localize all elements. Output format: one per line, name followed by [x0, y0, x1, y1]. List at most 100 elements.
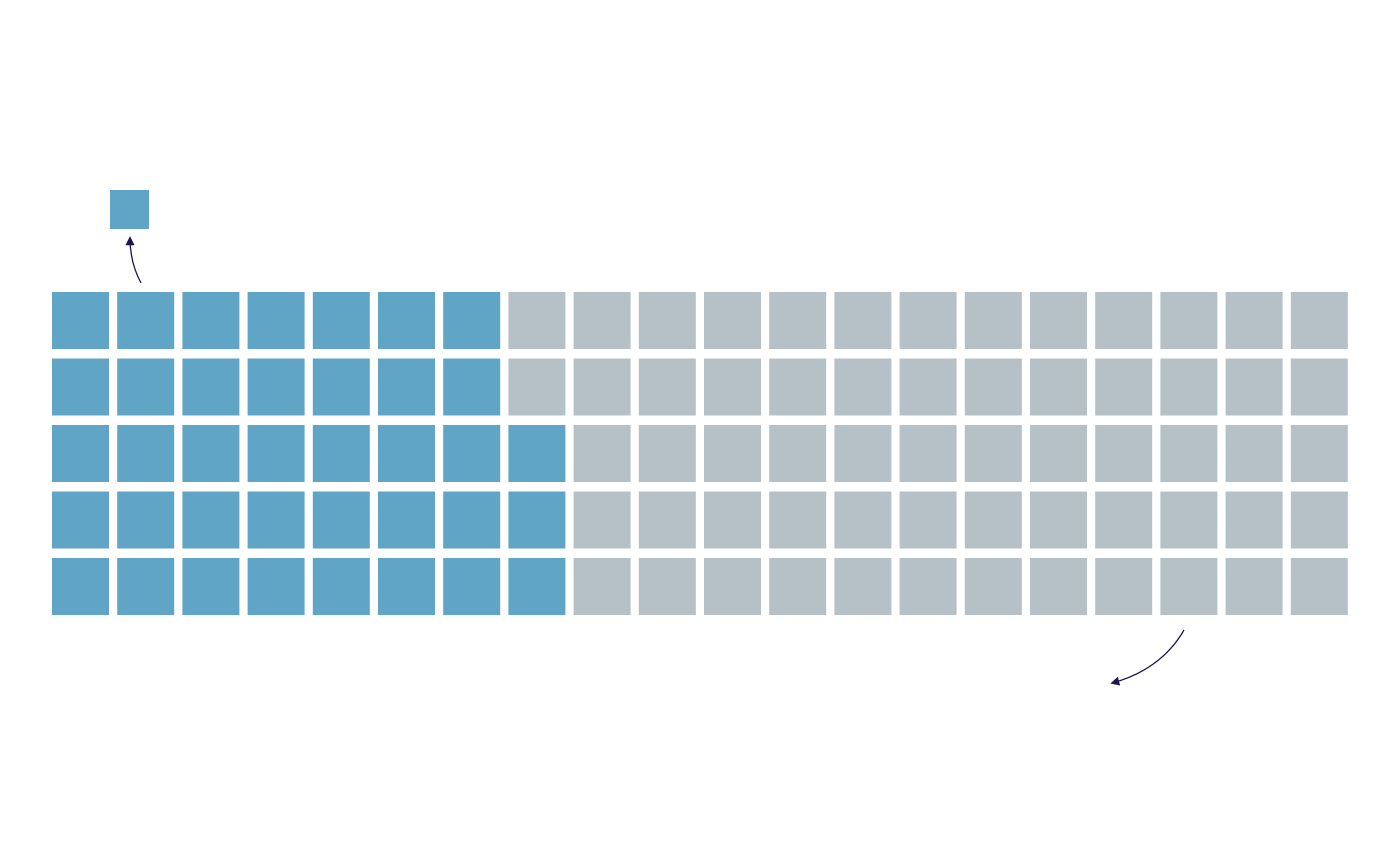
waffle-unit-highlighted [443, 292, 501, 349]
waffle-unit-highlighted [117, 491, 175, 549]
waffle-unit [508, 292, 566, 349]
waffle-unit-highlighted [378, 491, 435, 549]
waffle-grid [52, 292, 1348, 615]
waffle-unit-highlighted [312, 292, 370, 349]
waffle-unit-highlighted [247, 491, 305, 549]
waffle-unit-highlighted [117, 558, 175, 615]
waffle-unit [1160, 292, 1218, 349]
waffle-unit [1225, 292, 1283, 349]
waffle-unit-highlighted [182, 491, 240, 549]
waffle-unit [899, 558, 957, 615]
waffle-unit [964, 358, 1022, 416]
waffle-unit [769, 358, 827, 416]
waffle-unit-highlighted [247, 292, 305, 349]
waffle-unit [1095, 491, 1153, 549]
waffle-unit [704, 292, 761, 349]
waffle-unit [1225, 358, 1283, 416]
waffle-unit-highlighted [508, 491, 566, 549]
waffle-unit [1290, 292, 1348, 349]
waffle-unit [573, 292, 631, 349]
waffle-unit [964, 425, 1022, 482]
waffle-unit [1160, 358, 1218, 416]
waffle-unit-highlighted [52, 558, 109, 615]
waffle-unit [1030, 292, 1087, 349]
waffle-unit [769, 425, 827, 482]
waffle-unit-highlighted [378, 358, 435, 416]
waffle-unit [769, 292, 827, 349]
waffle-unit-highlighted [312, 558, 370, 615]
waffle-unit [1095, 358, 1153, 416]
waffle-unit [769, 558, 827, 615]
waffle-unit [704, 358, 761, 416]
waffle-unit [834, 358, 892, 416]
waffle-unit-highlighted [182, 558, 240, 615]
waffle-unit-highlighted [117, 292, 175, 349]
waffle-unit [1030, 358, 1087, 416]
waffle-unit-highlighted [508, 558, 566, 615]
waffle-unit [573, 358, 631, 416]
waffle-unit-highlighted [247, 425, 305, 482]
waffle-unit [1030, 425, 1087, 482]
waffle-unit-highlighted [312, 425, 370, 482]
waffle-unit [1225, 491, 1283, 549]
waffle-unit [1225, 425, 1283, 482]
waffle-unit-highlighted [312, 491, 370, 549]
waffle-unit [964, 491, 1022, 549]
waffle-unit [638, 358, 696, 416]
waffle-unit [1290, 425, 1348, 482]
waffle-unit-highlighted [378, 292, 435, 349]
waffle-unit [834, 491, 892, 549]
waffle-unit-highlighted [378, 425, 435, 482]
waffle-unit-highlighted [312, 358, 370, 416]
waffle-unit-highlighted [117, 425, 175, 482]
legend-arrow [125, 236, 142, 284]
waffle-unit [638, 491, 696, 549]
waffle-unit [704, 558, 761, 615]
waffle-unit [834, 558, 892, 615]
waffle-unit [638, 425, 696, 482]
waffle-unit [899, 491, 957, 549]
waffle-unit [573, 491, 631, 549]
waffle-unit-highlighted [52, 292, 109, 349]
waffle-unit [508, 358, 566, 416]
waffle-unit [899, 292, 957, 349]
waffle-unit [1160, 558, 1218, 615]
waffle-unit-highlighted [443, 491, 501, 549]
waffle-unit [1095, 425, 1153, 482]
waffle-unit [899, 425, 957, 482]
waffle-unit-highlighted [182, 292, 240, 349]
waffle-unit [1030, 491, 1087, 549]
waffle-unit-highlighted [117, 358, 175, 416]
waffle-unit-highlighted [247, 358, 305, 416]
waffle-unit [769, 491, 827, 549]
waffle-unit [834, 425, 892, 482]
waffle-unit [638, 292, 696, 349]
waffle-unit [964, 558, 1022, 615]
waffle-unit-highlighted [443, 558, 501, 615]
annotation-arrow [1110, 629, 1185, 686]
waffle-unit-highlighted [182, 358, 240, 416]
waffle-unit [1290, 358, 1348, 416]
waffle-unit [704, 425, 761, 482]
waffle-unit [573, 558, 631, 615]
waffle-unit [1095, 292, 1153, 349]
waffle-unit [1095, 558, 1153, 615]
waffle-unit [1030, 558, 1087, 615]
waffle-unit [704, 491, 761, 549]
waffle-unit [1290, 558, 1348, 615]
waffle-unit-highlighted [247, 558, 305, 615]
waffle-unit-highlighted [182, 425, 240, 482]
waffle-unit [638, 558, 696, 615]
waffle-unit-highlighted [443, 358, 501, 416]
waffle-unit-highlighted [378, 558, 435, 615]
waffle-unit-highlighted [52, 491, 109, 549]
waffle-unit [1160, 425, 1218, 482]
waffle-unit [573, 425, 631, 482]
waffle-unit [1290, 491, 1348, 549]
waffle-unit [964, 292, 1022, 349]
waffle-unit [1225, 558, 1283, 615]
legend-unit-square [110, 190, 149, 229]
waffle-unit-highlighted [52, 358, 109, 416]
waffle-unit [1160, 491, 1218, 549]
